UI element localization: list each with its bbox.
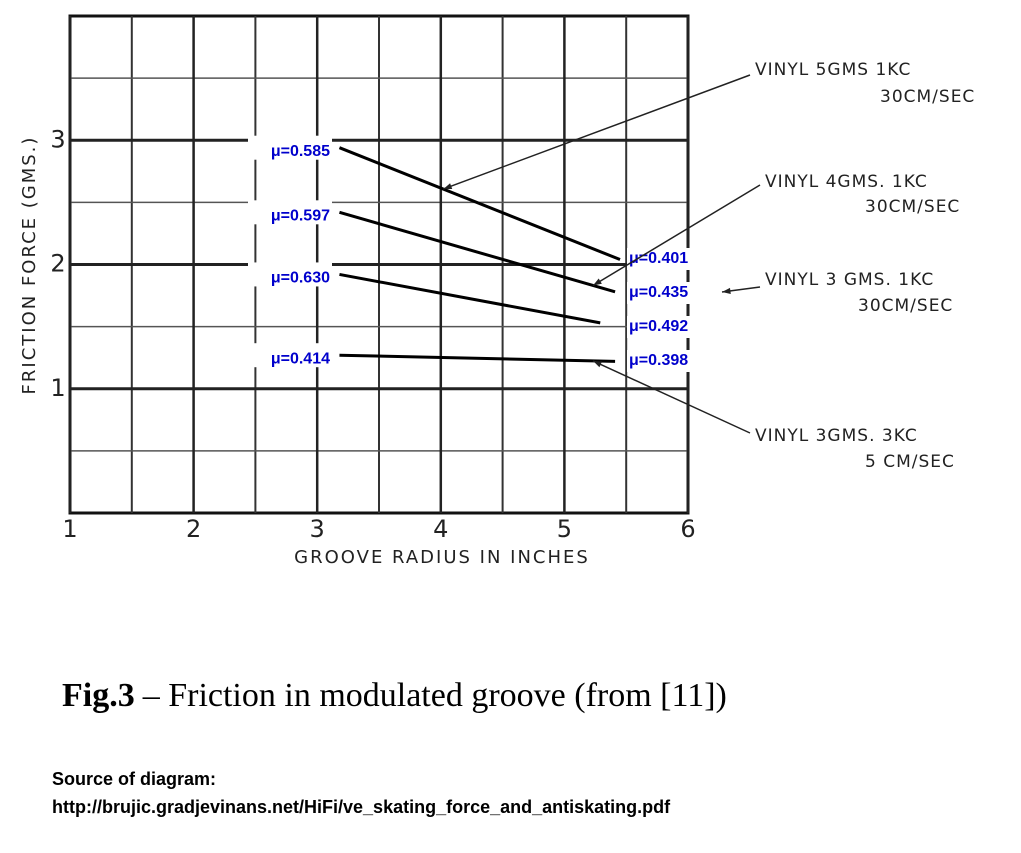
label-bg bbox=[248, 262, 332, 287]
legend-label: VINYL 5GMS 1KC bbox=[755, 60, 911, 80]
series-line bbox=[338, 146, 621, 261]
mu-start-label: μ=0.630 bbox=[271, 270, 330, 287]
mu-end-label: μ=0.435 bbox=[629, 284, 688, 301]
legend-label: VINYL 3 GMS. 1KC bbox=[765, 270, 934, 290]
mu-start-label: μ=0.597 bbox=[271, 208, 330, 225]
legend-label: VINYL 3GMS. 3KC bbox=[755, 426, 918, 446]
mu-start-label: μ=0.585 bbox=[271, 143, 330, 160]
leader-arrow bbox=[442, 74, 751, 190]
legend-speed: 30CM/SEC bbox=[880, 87, 975, 107]
caption-text: – Friction in modulated groove (from [11… bbox=[142, 677, 727, 714]
caption-label: Fig.3 bbox=[62, 677, 135, 714]
x-tick-label: 4 bbox=[433, 515, 448, 543]
x-axis-label: GROOVE RADIUS IN INCHES bbox=[294, 547, 590, 568]
y-tick-label: 3 bbox=[50, 125, 65, 153]
series-line bbox=[339, 210, 616, 294]
series-line bbox=[339, 353, 616, 363]
label-bg bbox=[627, 248, 711, 270]
arrow-head bbox=[722, 287, 731, 294]
label-bg bbox=[627, 350, 711, 372]
legend-speed: 5 CM/SEC bbox=[865, 452, 955, 472]
caption: Fig.3– Friction in modulated groove (fro… bbox=[62, 677, 727, 714]
x-tick-label: 3 bbox=[310, 515, 325, 543]
arrow-head bbox=[443, 183, 453, 190]
y-tick-label: 1 bbox=[50, 374, 65, 402]
legend-label: VINYL 4GMS. 1KC bbox=[765, 172, 928, 192]
y-tick-label: 2 bbox=[50, 250, 65, 278]
x-tick-label: 2 bbox=[186, 515, 201, 543]
label-bg bbox=[248, 200, 332, 225]
y-axis-label: FRICTION FORCE (GMS.) bbox=[19, 136, 40, 395]
label-bg bbox=[248, 343, 332, 368]
label-bg bbox=[248, 135, 332, 160]
x-tick-label: 1 bbox=[62, 515, 77, 543]
series-line bbox=[339, 272, 601, 325]
source-label: Source of diagram: bbox=[52, 769, 216, 789]
arrow-head bbox=[593, 360, 602, 368]
arrow-head bbox=[593, 278, 602, 286]
label-bg bbox=[627, 316, 711, 338]
x-tick-label: 6 bbox=[680, 515, 695, 543]
mu-end-label: μ=0.492 bbox=[629, 318, 688, 335]
mu-end-label: μ=0.398 bbox=[629, 352, 688, 369]
legend-speed: 30CM/SEC bbox=[865, 197, 960, 217]
x-tick-label: 5 bbox=[557, 515, 572, 543]
leader-arrow bbox=[592, 184, 761, 287]
label-bg bbox=[627, 282, 711, 304]
leader-arrow bbox=[592, 360, 751, 434]
legend-speed: 30CM/SEC bbox=[858, 296, 953, 316]
mu-start-label: μ=0.414 bbox=[271, 350, 330, 367]
source-url: http://brujic.gradjevinans.net/HiFi/ve_s… bbox=[52, 797, 671, 817]
